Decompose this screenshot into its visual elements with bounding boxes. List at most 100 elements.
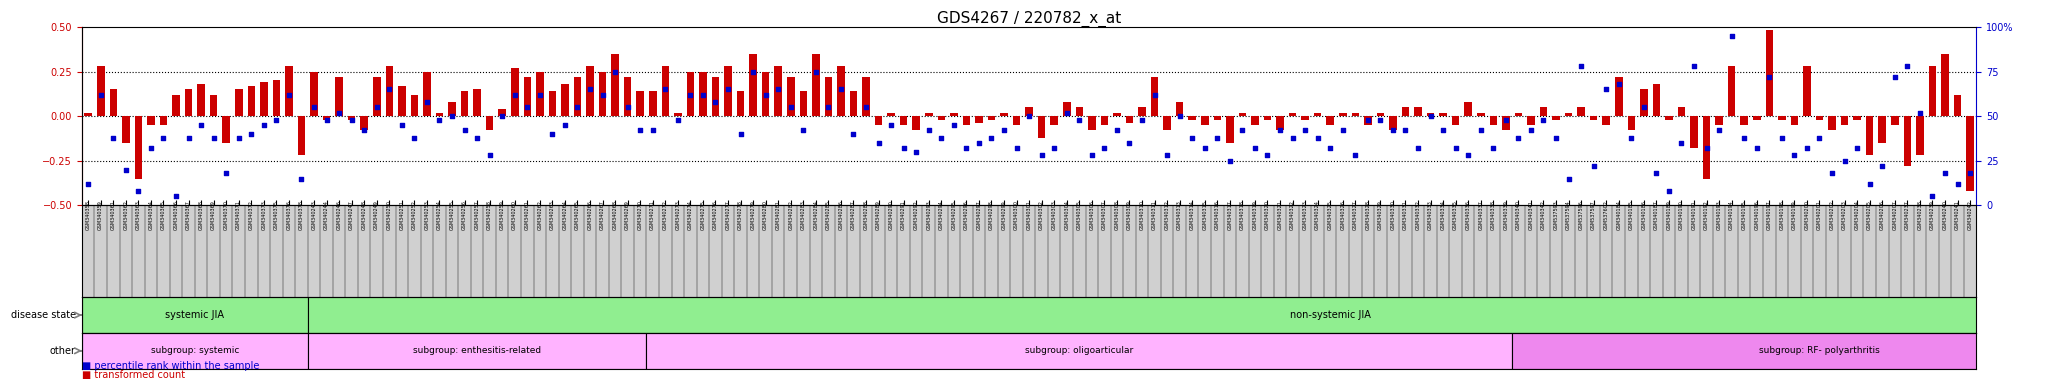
Bar (236, 89, 242, 116)
Bar (825, 77, 831, 116)
Bar (223, 116, 229, 143)
Bar (147, 116, 156, 125)
Point (1176, 134, 1208, 141)
Bar (1501, 116, 1509, 131)
Point (637, 127, 670, 134)
Bar (360, 116, 369, 131)
Point (1702, 127, 1735, 134)
Text: systemic JIA: systemic JIA (166, 310, 225, 320)
Point (1389, 127, 1421, 134)
Bar (348, 116, 356, 120)
Point (1251, 152, 1284, 159)
Bar (1790, 116, 1798, 125)
Bar (999, 113, 1008, 116)
Point (1126, 117, 1159, 123)
Point (285, 175, 317, 182)
Point (1038, 145, 1071, 151)
Bar (1552, 116, 1561, 120)
Bar (1765, 30, 1774, 116)
Bar (950, 113, 958, 116)
Bar (1489, 116, 1497, 125)
Point (1802, 134, 1835, 141)
Bar (82, 333, 307, 369)
Point (1087, 145, 1120, 151)
Bar (1903, 116, 1911, 166)
Point (850, 104, 883, 110)
Point (887, 145, 920, 151)
Bar (109, 89, 117, 116)
Bar (1288, 113, 1296, 116)
Point (1163, 113, 1196, 119)
Point (1051, 109, 1083, 116)
Bar (786, 77, 795, 116)
Point (1790, 145, 1823, 151)
Bar (385, 66, 393, 116)
Text: disease state: disease state (10, 310, 76, 320)
Point (1114, 140, 1147, 146)
Point (1376, 127, 1409, 134)
Point (160, 194, 193, 200)
Point (1565, 63, 1597, 69)
Bar (135, 116, 141, 179)
Bar (1100, 116, 1108, 125)
Bar (260, 82, 268, 116)
Bar (1716, 116, 1722, 125)
Bar (1917, 116, 1923, 156)
Bar (524, 77, 530, 116)
Point (1477, 145, 1509, 151)
Bar (598, 71, 606, 116)
Point (762, 86, 795, 93)
Point (1364, 117, 1397, 123)
Point (725, 131, 758, 137)
Point (1415, 113, 1448, 119)
Bar (537, 71, 543, 116)
Bar (725, 66, 731, 116)
Bar (1577, 107, 1585, 116)
Point (561, 104, 594, 110)
Bar (1528, 116, 1534, 125)
Bar (1163, 116, 1171, 131)
Bar (297, 116, 305, 156)
Bar (1690, 116, 1698, 148)
Point (825, 86, 858, 93)
Point (1552, 175, 1585, 182)
Point (674, 92, 707, 98)
Point (1352, 117, 1384, 123)
Point (248, 122, 281, 128)
Bar (1628, 116, 1634, 131)
Point (1264, 127, 1296, 134)
Point (1841, 145, 1874, 151)
Point (1690, 145, 1722, 151)
Point (1100, 127, 1133, 134)
Point (184, 122, 217, 128)
Bar (1227, 116, 1233, 143)
Point (862, 140, 895, 146)
Text: subgroup: enthesitis-related: subgroup: enthesitis-related (414, 346, 541, 355)
Bar (1364, 116, 1372, 125)
Bar (1315, 113, 1321, 116)
Bar (1051, 116, 1059, 125)
Point (1829, 158, 1862, 164)
Bar (1276, 116, 1284, 131)
Point (1188, 145, 1221, 151)
Bar (1038, 116, 1044, 137)
Bar (1014, 116, 1020, 125)
Bar (674, 113, 682, 116)
Point (1577, 163, 1610, 169)
Bar (1126, 116, 1133, 123)
Point (963, 140, 995, 146)
Bar (1841, 116, 1849, 125)
Bar (436, 113, 442, 116)
Bar (512, 68, 518, 116)
Point (737, 68, 770, 74)
Point (260, 117, 293, 123)
Point (1753, 74, 1786, 80)
Bar (1929, 66, 1935, 116)
Bar (573, 77, 582, 116)
Text: ■ percentile rank within the sample: ■ percentile rank within the sample (82, 361, 260, 371)
Point (1817, 170, 1849, 176)
Bar (1026, 107, 1032, 116)
Bar (1415, 107, 1421, 116)
Bar (1339, 113, 1346, 116)
Bar (887, 113, 895, 116)
